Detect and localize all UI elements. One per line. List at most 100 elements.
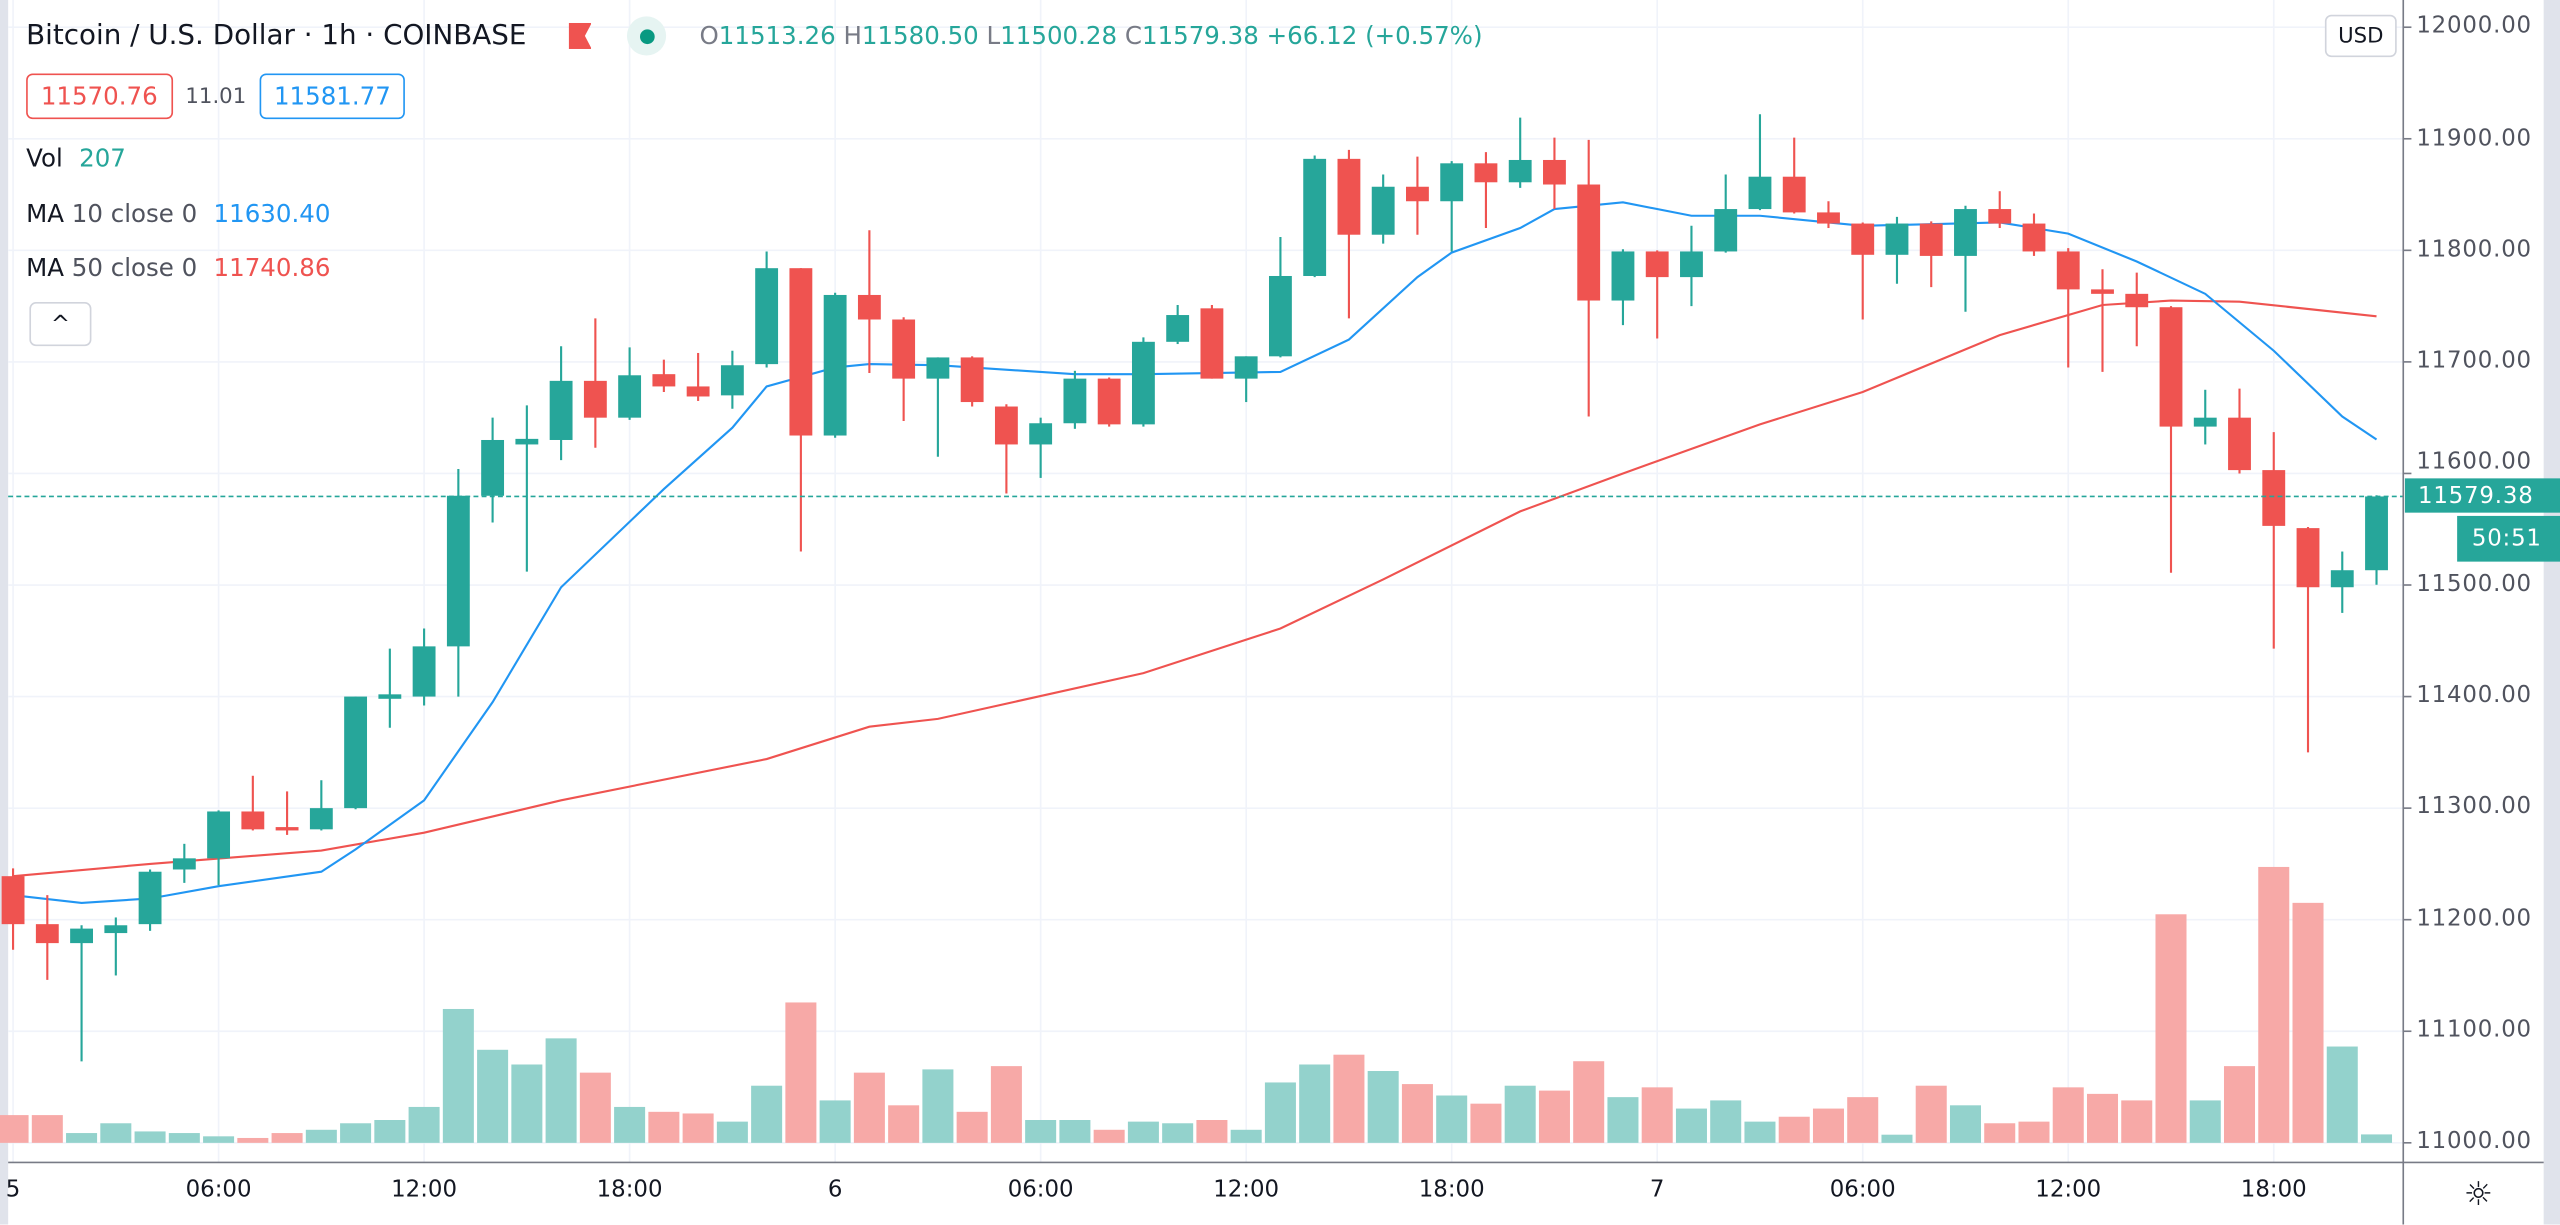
candle-body xyxy=(789,268,813,436)
ma10-value: 11630.40 xyxy=(213,199,331,229)
volume-bar xyxy=(2189,1100,2221,1143)
volume-bar xyxy=(1847,1097,1879,1143)
volume-legend[interactable]: Vol 207 xyxy=(26,144,126,173)
candle-body xyxy=(1885,223,1909,255)
currency-button[interactable]: USD xyxy=(2324,14,2397,58)
gear-icon[interactable]: ☼ xyxy=(2463,1173,2493,1214)
candle-body xyxy=(2056,251,2080,290)
flag-icon[interactable] xyxy=(568,22,592,49)
volume-bar xyxy=(785,1002,817,1143)
quote-row: 11570.76 11.01 11581.77 xyxy=(26,73,406,120)
candle-body xyxy=(1234,356,1258,379)
candle-body xyxy=(2262,470,2286,526)
volume-bar xyxy=(545,1038,577,1143)
candle-body xyxy=(892,319,916,379)
candle-body xyxy=(1543,159,1566,185)
time-label: 6 xyxy=(827,1177,843,1204)
volume-bar xyxy=(1915,1085,1947,1143)
price-label: 11200.00 xyxy=(2416,905,2532,932)
sell-button[interactable]: 11570.76 xyxy=(26,73,173,120)
ma50-params: 50 close 0 xyxy=(71,253,198,283)
candle-body xyxy=(1406,186,1429,202)
candle-body xyxy=(1748,176,1772,210)
ma10-legend[interactable]: MA 10 close 0 11630.40 xyxy=(26,199,330,228)
volume-bar xyxy=(374,1119,406,1143)
price-label: 11800.00 xyxy=(2416,236,2532,263)
volume-bar xyxy=(203,1136,235,1143)
candle-body xyxy=(583,380,607,418)
candle-body xyxy=(1268,275,1292,357)
volume-bar xyxy=(614,1106,646,1143)
price-label: 11600.00 xyxy=(2416,448,2532,476)
candle-body xyxy=(1166,315,1190,342)
volume-bar xyxy=(853,1072,885,1143)
candle-body xyxy=(2365,496,2388,571)
price-label: 11700.00 xyxy=(2416,348,2532,375)
time-label: 5 xyxy=(5,1177,21,1204)
volume-bar xyxy=(305,1129,337,1143)
candle-body xyxy=(275,827,299,831)
volume-bar xyxy=(2361,1134,2393,1143)
collapse-legend-button[interactable]: ^ xyxy=(29,302,92,347)
ma50-value: 11740.86 xyxy=(213,253,331,283)
volume-bar xyxy=(1162,1123,1194,1143)
ma50-label: MA xyxy=(26,253,65,283)
volume-bar xyxy=(66,1133,98,1143)
candle-body xyxy=(1611,251,1635,301)
volume-bar xyxy=(1607,1097,1639,1143)
volume-label: Vol xyxy=(26,143,63,174)
candle-body xyxy=(309,808,333,830)
time-label: 18:00 xyxy=(596,1177,663,1204)
candle-body xyxy=(1131,341,1155,425)
volume-bar xyxy=(1778,1116,1810,1143)
volume-bar xyxy=(477,1049,509,1143)
price-label: 11900.00 xyxy=(2416,124,2532,152)
symbol-legend: Bitcoin / U.S. Dollar · 1h · COINBASE O1… xyxy=(26,16,1483,56)
volume-bar xyxy=(751,1085,783,1143)
volume-bar xyxy=(511,1064,543,1143)
volume-bar xyxy=(442,1008,474,1143)
volume-bar xyxy=(2292,902,2324,1143)
volume-bar xyxy=(1949,1105,1981,1143)
volume-bar xyxy=(1367,1071,1399,1143)
volume-bar xyxy=(1470,1103,1502,1143)
candle-body xyxy=(378,694,402,699)
time-label: 7 xyxy=(1649,1177,1665,1204)
candle-body xyxy=(1645,251,1669,278)
candle-body xyxy=(2091,289,2114,294)
volume-bar xyxy=(682,1113,714,1143)
candle-body xyxy=(2228,417,2251,471)
volume-bar xyxy=(271,1133,303,1143)
volume-bar xyxy=(2018,1121,2050,1143)
buy-button[interactable]: 11581.77 xyxy=(259,73,406,120)
candle-body xyxy=(1714,209,1738,252)
volume-bar xyxy=(922,1069,954,1143)
volume-bar xyxy=(168,1133,200,1143)
price-label: 12000.00 xyxy=(2416,13,2532,40)
candle-body xyxy=(994,406,1018,445)
candle-body xyxy=(515,438,539,445)
volume-bar xyxy=(1093,1129,1125,1143)
candle-body xyxy=(207,811,231,859)
candle-body xyxy=(618,375,642,418)
volume-bar xyxy=(1710,1100,1742,1143)
volume-bar xyxy=(1641,1087,1673,1143)
volume-bar xyxy=(2155,914,2187,1143)
volume-bar xyxy=(1230,1129,1262,1143)
candle-body xyxy=(652,374,676,387)
volume-bar xyxy=(579,1072,611,1143)
low-value: 11500.28 xyxy=(1000,21,1118,51)
ohlc-values: O11513.26 H11580.50 L11500.28 C11579.38 … xyxy=(700,21,1483,50)
ma50-legend[interactable]: MA 50 close 0 11740.86 xyxy=(26,253,330,282)
ma10-line xyxy=(12,201,2378,905)
symbol-title[interactable]: Bitcoin / U.S. Dollar · 1h · COINBASE xyxy=(26,19,527,53)
candle-body xyxy=(926,357,950,379)
candle-body xyxy=(2125,293,2149,308)
chevron-up-icon: ^ xyxy=(50,311,70,338)
candle-body xyxy=(1577,184,1601,301)
candle-body xyxy=(412,646,436,697)
volume-bar xyxy=(1401,1084,1433,1143)
volume-bar xyxy=(1538,1090,1570,1143)
candle-body xyxy=(1474,163,1498,183)
